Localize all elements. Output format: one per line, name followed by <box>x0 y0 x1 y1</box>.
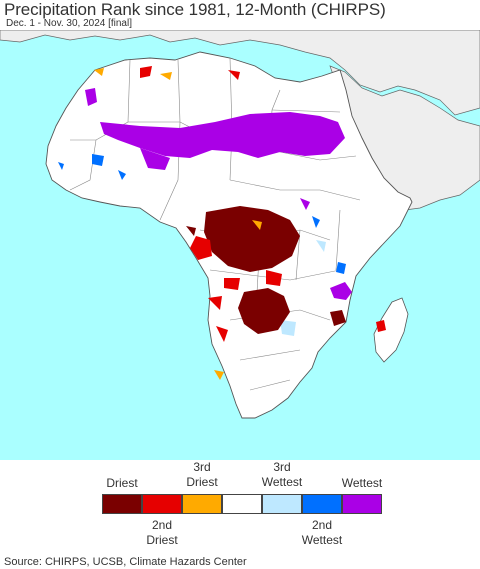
legend-label-3rd-wettest: 3rd Wettest <box>261 460 303 489</box>
legend-swatches <box>102 494 382 514</box>
swatch-3rd-wettest <box>262 494 302 514</box>
legend-label-3rd-driest: 3rd Driest <box>186 460 218 489</box>
europe-landmass <box>0 30 480 116</box>
swatch-2nd-wettest <box>302 494 342 514</box>
swatch-2nd-driest <box>142 494 182 514</box>
legend-label-wettest: Wettest <box>341 476 383 490</box>
legend-label-driest: Driest <box>106 476 138 490</box>
legend: Driest 3rd Driest 3rd Wettest Wettest 2n… <box>0 460 480 550</box>
third-driest-regions <box>94 68 262 380</box>
driest-regions <box>186 206 346 334</box>
source-credit: Source: CHIRPS, UCSB, Climate Hazards Ce… <box>4 556 247 568</box>
legend-label-2nd-driest: 2nd Driest <box>146 518 178 547</box>
precipitation-rank-map <box>0 30 480 460</box>
second-driest-regions <box>140 66 386 342</box>
swatch-3rd-driest <box>182 494 222 514</box>
map-title: Precipitation Rank since 1981, 12-Month … <box>4 0 386 19</box>
map-canvas <box>0 30 480 419</box>
third-wettest-regions <box>280 240 326 336</box>
swatch-normal <box>222 494 262 514</box>
swatch-driest <box>102 494 142 514</box>
map-subtitle: Dec. 1 - Nov. 30, 2024 [final] <box>6 18 132 29</box>
legend-label-2nd-wettest: 2nd Wettest <box>301 518 343 547</box>
second-wettest-regions <box>58 154 346 274</box>
wettest-regions <box>85 88 352 300</box>
swatch-wettest <box>342 494 382 514</box>
